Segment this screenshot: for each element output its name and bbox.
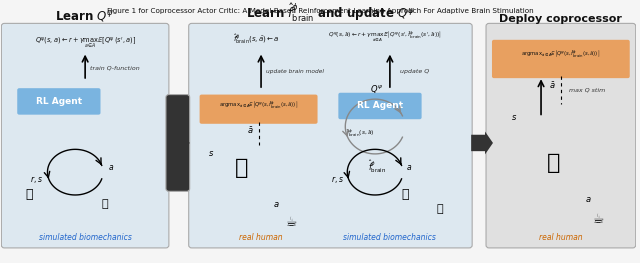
FancyBboxPatch shape [200, 95, 317, 124]
FancyBboxPatch shape [166, 95, 189, 191]
FancyBboxPatch shape [339, 93, 422, 119]
Text: simulated biomechanics: simulated biomechanics [344, 233, 436, 242]
FancyBboxPatch shape [492, 40, 630, 78]
Text: 🧍: 🧍 [234, 158, 248, 178]
Text: $\bar{a}$: $\bar{a}$ [247, 126, 253, 136]
Text: 🧍: 🧍 [547, 153, 560, 173]
Text: $\hat{f}^{\phi}_{\mathrm{brain}}(s,\bar{a})\leftarrow a$: $\hat{f}^{\phi}_{\mathrm{brain}}(s,\bar{… [233, 33, 280, 47]
Text: Figure 1 for Coprocessor Actor Critic: A Model-Based Reinforcement Learning Appr: Figure 1 for Coprocessor Actor Critic: A… [107, 8, 533, 14]
FancyArrow shape [168, 132, 189, 154]
Text: 🦾: 🦾 [26, 189, 33, 201]
Text: max Q stim: max Q stim [569, 88, 605, 93]
Text: $Q^{\psi}$: $Q^{\psi}$ [371, 83, 383, 95]
Text: real human: real human [239, 233, 283, 242]
Text: ☕: ☕ [593, 213, 604, 226]
Text: 🔶: 🔶 [102, 199, 108, 209]
Text: RL Agent: RL Agent [357, 102, 403, 110]
Text: $a$: $a$ [108, 163, 114, 172]
Text: $a$: $a$ [273, 200, 279, 209]
Text: update Q: update Q [400, 69, 429, 74]
Text: update brain model: update brain model [266, 69, 324, 74]
Text: $a$: $a$ [406, 163, 412, 172]
Text: train Q-function: train Q-function [90, 65, 140, 70]
FancyBboxPatch shape [17, 88, 100, 115]
Text: real human: real human [539, 233, 582, 242]
Text: Deploy coprocessor: Deploy coprocessor [499, 14, 622, 24]
Text: $\mathrm{argmax}_{\tilde{a}\in A}\mathbb{E}\left[Q^{\psi}(s,\hat{f}^{\phi}_{\mat: $\mathrm{argmax}_{\tilde{a}\in A}\mathbb… [219, 100, 298, 111]
Text: $a$: $a$ [585, 195, 591, 204]
Text: $Q^{\psi}(s,a)\leftarrow r+\gamma\max_{a\in A}\mathbb{E}\left[Q^{\psi}(s^{\prime: $Q^{\psi}(s,a)\leftarrow r+\gamma\max_{a… [35, 35, 136, 50]
Text: Learn $Q^{\psi}$: Learn $Q^{\psi}$ [56, 9, 115, 24]
Text: $\mathrm{argmax}_{\tilde{a}\in A}\mathbb{E}\left[Q^{\psi}(s,\hat{f}^{\phi}_{\mat: $\mathrm{argmax}_{\tilde{a}\in A}\mathbb… [522, 49, 600, 60]
FancyBboxPatch shape [1, 23, 169, 248]
Text: $Q^{\psi}(s,\hat{a})\leftarrow r+\gamma\max_{\tilde{a}\in A}\mathbb{E}\left[Q^{\: $Q^{\psi}(s,\hat{a})\leftarrow r+\gamma\… [328, 30, 442, 44]
Text: RL Agent: RL Agent [36, 97, 82, 106]
Text: 🦾: 🦾 [401, 189, 408, 201]
Text: 🔶: 🔶 [436, 204, 443, 214]
Text: $r, s$: $r, s$ [332, 174, 344, 185]
Text: simulated biomechanics: simulated biomechanics [38, 233, 132, 242]
FancyArrow shape [471, 132, 493, 154]
Text: $\hat{f}^{\phi}_{\mathrm{brain}}$: $\hat{f}^{\phi}_{\mathrm{brain}}$ [368, 159, 386, 175]
Text: $\bar{a}$: $\bar{a}$ [549, 80, 556, 91]
FancyBboxPatch shape [189, 23, 472, 248]
Text: $s$: $s$ [209, 149, 214, 158]
Text: $r, s$: $r, s$ [29, 174, 42, 185]
Text: ☕: ☕ [285, 216, 296, 229]
FancyBboxPatch shape [486, 23, 636, 248]
Text: $s$: $s$ [511, 113, 517, 122]
Text: Learn $\hat{f}^{\phi}_{\mathrm{brain}}$ and update $Q^{\psi}$: Learn $\hat{f}^{\phi}_{\mathrm{brain}}$ … [246, 2, 415, 24]
Text: $\hat{f}^{\phi}_{\mathrm{brain}}(s,\hat{a})$: $\hat{f}^{\phi}_{\mathrm{brain}}(s,\hat{… [346, 128, 374, 139]
